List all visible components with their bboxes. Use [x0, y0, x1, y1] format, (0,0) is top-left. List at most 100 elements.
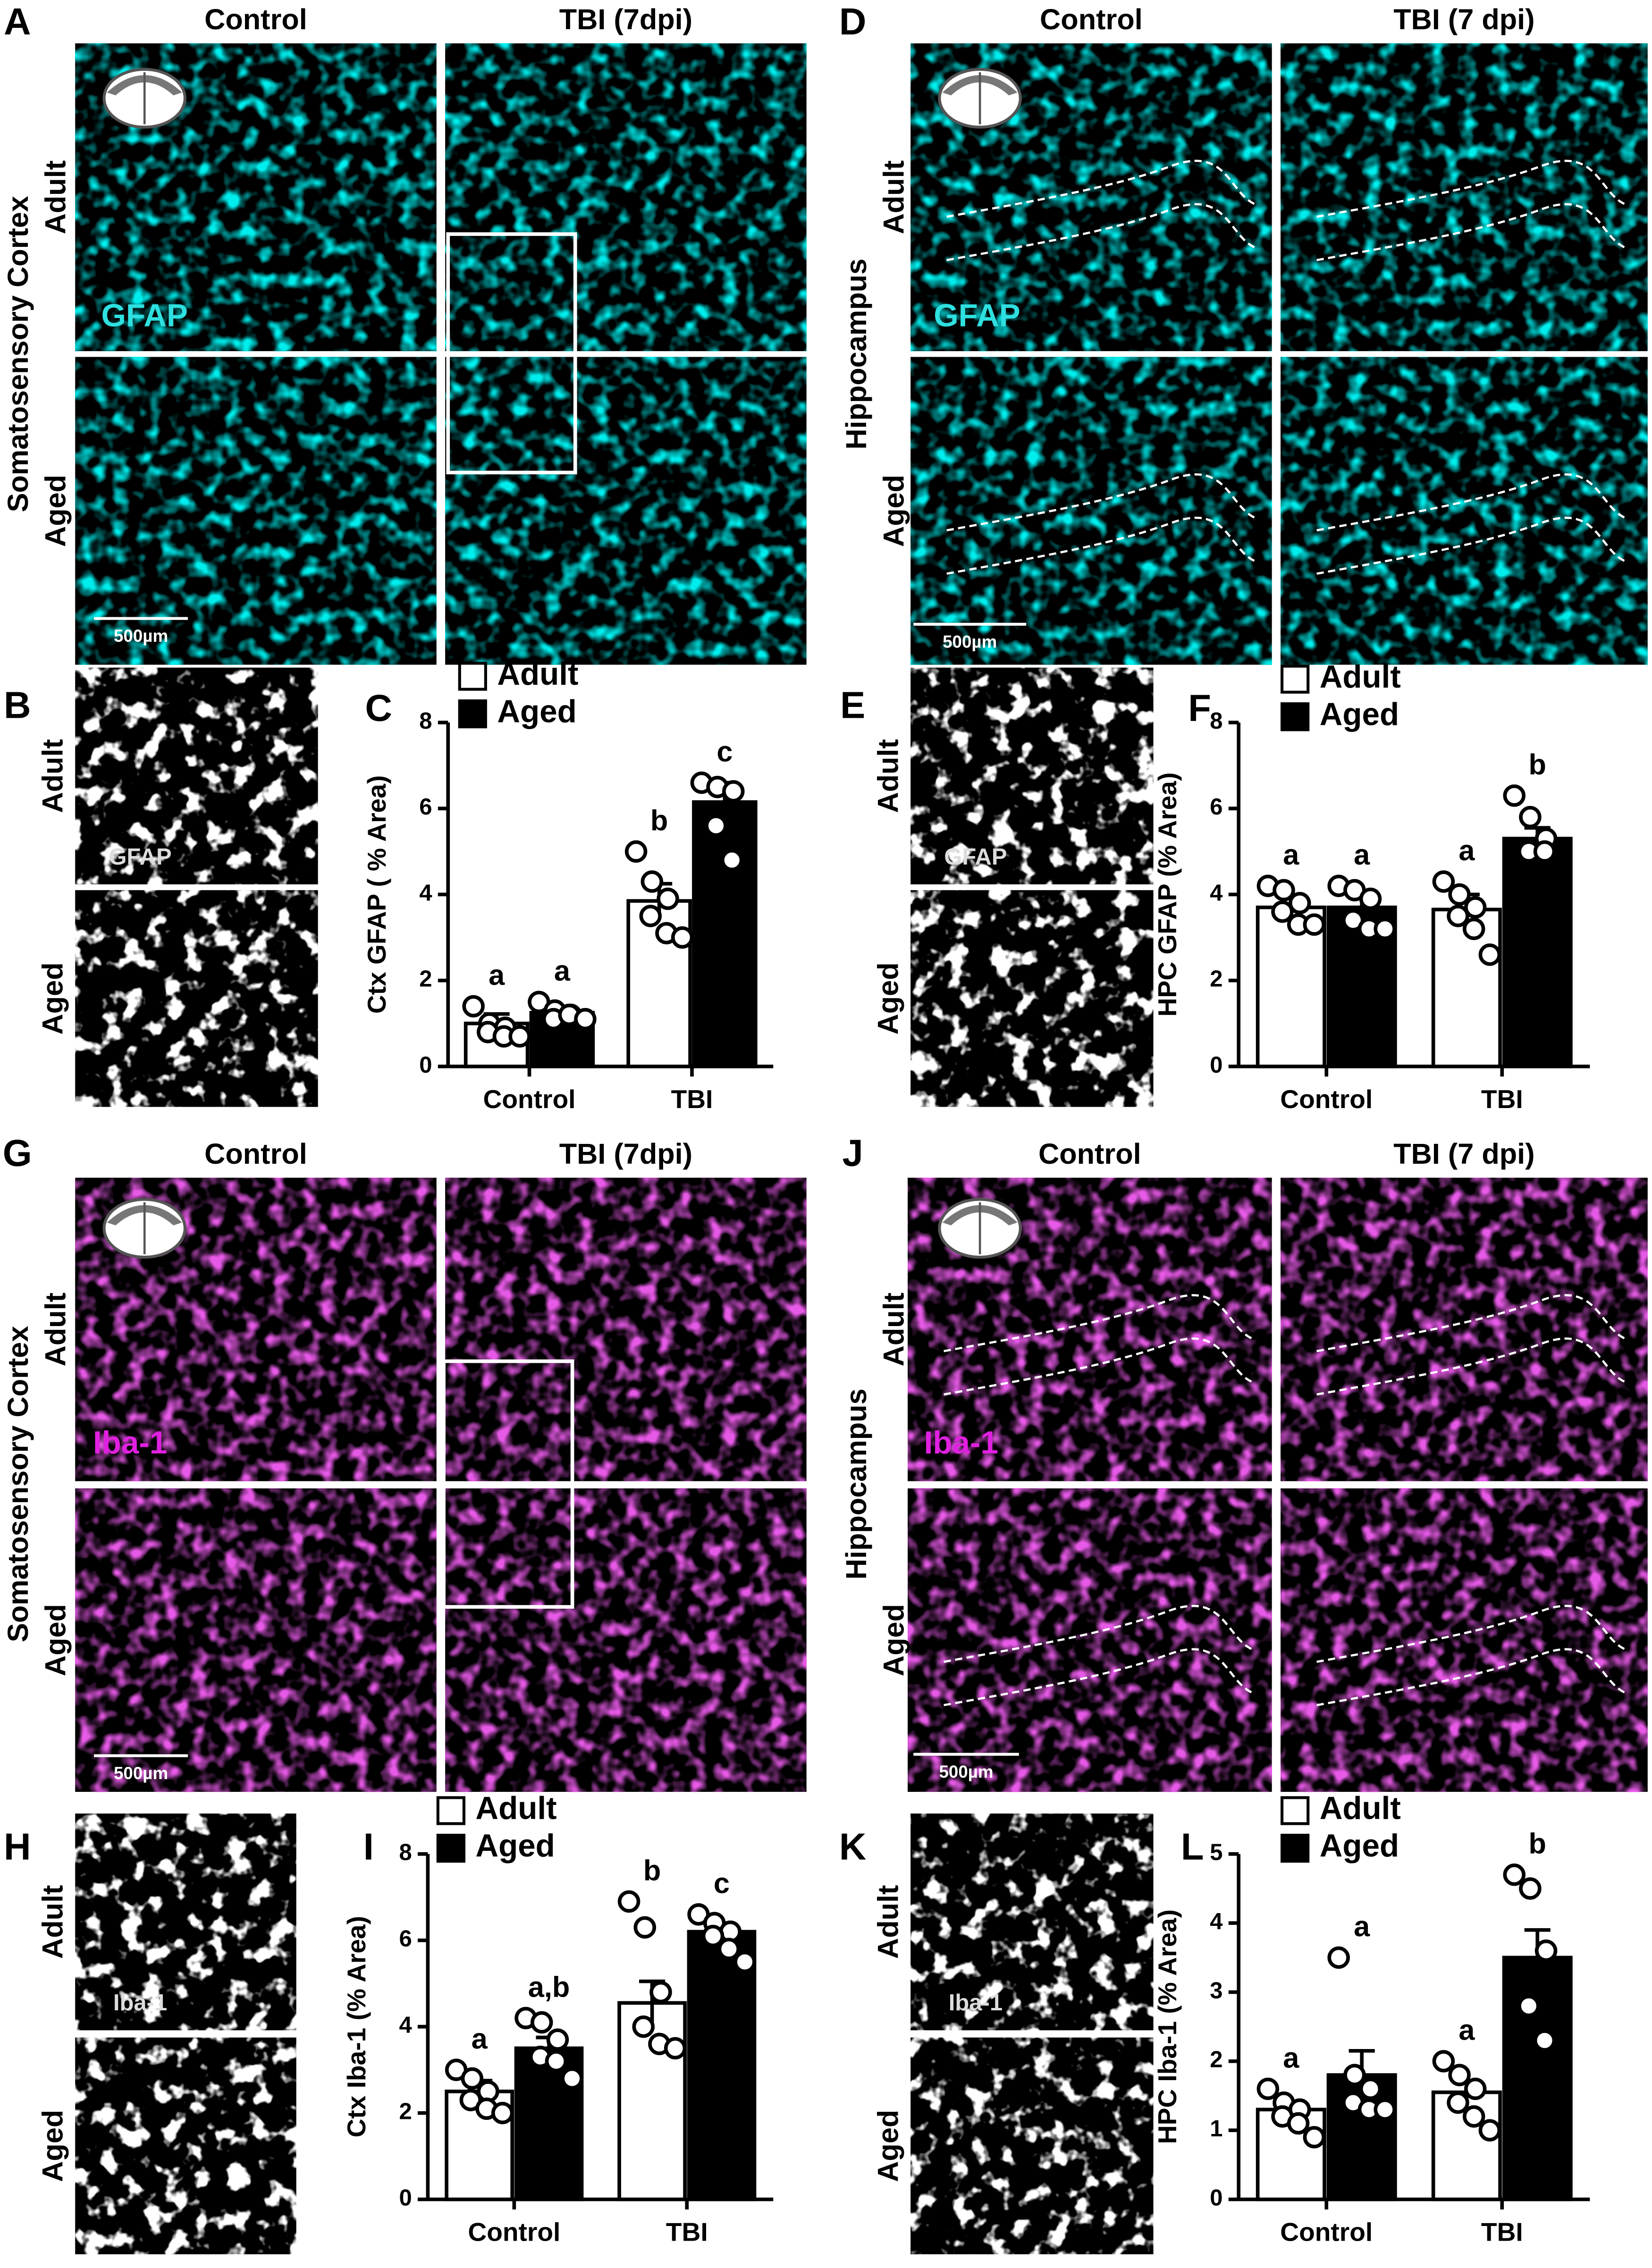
data-point [717, 1938, 741, 1960]
dentate-outline [944, 1648, 1255, 1706]
micrograph-texture [75, 667, 318, 885]
data-point [1448, 883, 1471, 906]
legend-swatch [1281, 664, 1310, 694]
significance-letter: b [1529, 1828, 1546, 1860]
row-label: Adult [878, 1293, 910, 1366]
inset-box [442, 1359, 574, 1609]
significance-letter: b [643, 1854, 661, 1886]
micrograph-texture [1281, 1177, 1648, 1481]
row-label: Aged [40, 475, 72, 547]
scale-bar-label: 500µm [114, 1764, 168, 1783]
dentate-outline [1316, 1648, 1628, 1706]
dentate-outline [944, 1337, 1255, 1396]
data-point [1464, 896, 1487, 919]
brain-icon-cortex [107, 1205, 182, 1226]
stain-label: GFAP [101, 298, 188, 333]
brain-icon-cortex [942, 1205, 1018, 1226]
stain-label: Iba-1 [93, 1425, 167, 1461]
row-label: Aged [872, 962, 904, 1034]
micrograph-texture [445, 1177, 807, 1481]
panel-label: D [839, 0, 866, 42]
significance-letter: a [1354, 839, 1370, 871]
y-tick-label: 4 [1210, 880, 1222, 906]
data-point [1503, 784, 1526, 807]
brain-icon-cortex [942, 75, 1018, 96]
y-tick-label: 0 [1210, 2185, 1222, 2210]
micrograph-texture [445, 357, 807, 665]
legend-swatch [1281, 1796, 1310, 1825]
row-label: Aged [872, 2110, 904, 2182]
row-label: Adult [872, 1885, 904, 1958]
legend-swatch [1281, 702, 1310, 731]
y-tick-label: 0 [419, 1052, 432, 1078]
x-tick-label: TBI [1481, 1084, 1523, 1114]
dentate-outline [944, 1294, 1255, 1352]
data-point [632, 2015, 655, 2038]
y-axis-label: HPC Iba-1 (% Area) [1153, 1909, 1182, 2144]
row-label: Adult [37, 1885, 69, 1958]
micrograph-texture [910, 2037, 1154, 2254]
stain-label: Iba-1 [113, 1990, 167, 2016]
legend-swatch [436, 1833, 466, 1863]
panel-label: F [1188, 687, 1211, 729]
scale-bar-label: 500µm [943, 632, 997, 651]
data-point [701, 1924, 725, 1948]
data-point [491, 2101, 514, 2125]
legend-swatch [436, 1796, 466, 1825]
legend-swatch [458, 662, 487, 691]
micrograph-texture [445, 1488, 807, 1792]
y-tick-label: 0 [399, 2185, 412, 2210]
y-tick-label: 8 [1210, 708, 1222, 734]
row-label: Aged [37, 2110, 69, 2182]
y-tick-label: 2 [399, 2099, 412, 2125]
column-header: Control [204, 1138, 307, 1170]
significance-letter: a [472, 2023, 488, 2055]
y-tick-label: 6 [1210, 794, 1222, 820]
data-point [641, 870, 664, 893]
data-point [508, 1025, 531, 1048]
micrograph-texture [908, 1488, 1272, 1792]
data-point [1533, 840, 1556, 863]
row-label: Adult [40, 1293, 72, 1366]
panel-label: K [839, 1826, 866, 1868]
legend-swatch [1281, 1833, 1310, 1863]
micrograph-texture [910, 667, 1154, 885]
data-point [1462, 2105, 1485, 2128]
y-tick-label: 6 [419, 794, 432, 820]
stain-label: Iba-1 [924, 1425, 998, 1461]
data-point [1287, 2112, 1310, 2135]
significance-letter: a [1458, 834, 1475, 866]
micrograph-texture [910, 1813, 1154, 2031]
data-point [1343, 2064, 1366, 2086]
x-tick-label: TBI [1481, 2218, 1523, 2247]
micrograph-texture [1281, 43, 1648, 352]
stain-label: Iba-1 [949, 1990, 1003, 2016]
column-header: TBI (7dpi) [559, 1138, 692, 1170]
row-label: Aged [40, 1604, 72, 1676]
data-point [1503, 1863, 1526, 1886]
bar [1502, 1956, 1573, 2201]
row-label: Aged [37, 962, 69, 1034]
y-tick-label: 0 [1210, 1052, 1222, 1078]
y-tick-label: 6 [399, 1926, 412, 1952]
data-point [1374, 2098, 1396, 2121]
region-label: Somatosensory Cortex [2, 1326, 34, 1642]
panel-label: G [3, 1132, 32, 1174]
y-tick-label: 8 [419, 708, 432, 734]
data-point [546, 2028, 569, 2051]
data-point [733, 1950, 756, 1974]
column-header: TBI (7 dpi) [1393, 1138, 1534, 1170]
data-point [1462, 917, 1485, 941]
legend-label: Adult [475, 1791, 556, 1826]
y-tick-label: 2 [1210, 966, 1222, 992]
row-label: Adult [37, 739, 69, 813]
x-tick-label: TBI [671, 1084, 713, 1114]
panel-label: L [1181, 1826, 1204, 1868]
panel-label: A [4, 0, 31, 42]
data-point [574, 1008, 597, 1031]
row-label: Adult [40, 160, 72, 234]
column-header: Control [1040, 3, 1143, 35]
data-point [1256, 2077, 1280, 2100]
micrograph-texture [75, 1488, 437, 1792]
data-point [545, 2050, 568, 2073]
